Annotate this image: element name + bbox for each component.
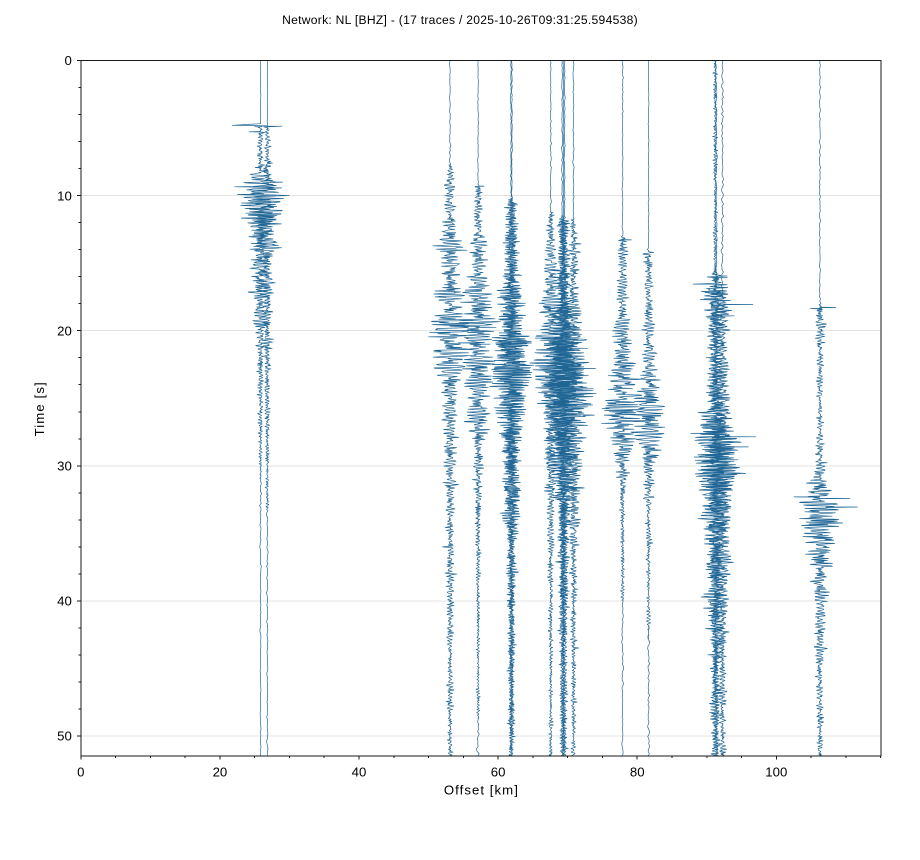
svg-text:Offset [km]: Offset [km]	[444, 782, 519, 797]
svg-text:80: 80	[630, 765, 645, 780]
svg-text:100: 100	[765, 765, 787, 780]
svg-text:30: 30	[57, 459, 72, 474]
svg-text:0: 0	[64, 53, 71, 68]
svg-text:40: 40	[57, 594, 72, 609]
svg-text:Network: NL [BHZ] - (17 traces: Network: NL [BHZ] - (17 traces / 2025-10…	[282, 13, 638, 27]
svg-text:60: 60	[491, 765, 506, 780]
svg-text:50: 50	[57, 729, 72, 744]
svg-text:20: 20	[213, 765, 228, 780]
svg-text:40: 40	[352, 765, 367, 780]
svg-text:0: 0	[77, 765, 84, 780]
svg-text:Time [s]: Time [s]	[32, 381, 47, 436]
svg-text:20: 20	[57, 323, 72, 338]
svg-text:10: 10	[57, 188, 72, 203]
